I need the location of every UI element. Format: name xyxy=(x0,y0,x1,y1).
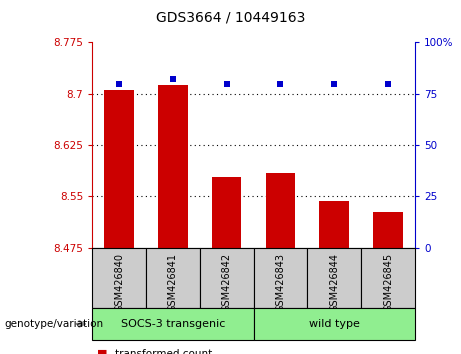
Bar xyxy=(307,248,361,308)
Bar xyxy=(146,248,200,308)
Bar xyxy=(200,248,254,308)
Bar xyxy=(373,212,403,248)
Bar xyxy=(104,90,134,248)
Text: genotype/variation: genotype/variation xyxy=(5,319,104,329)
Text: GSM426844: GSM426844 xyxy=(329,253,339,312)
Point xyxy=(223,81,230,86)
Point xyxy=(331,81,338,86)
Bar xyxy=(319,201,349,248)
Text: ■: ■ xyxy=(97,349,107,354)
Bar xyxy=(254,308,415,340)
Text: transformed count: transformed count xyxy=(115,349,213,354)
Bar xyxy=(254,248,307,308)
Text: GSM426843: GSM426843 xyxy=(275,253,285,312)
Point xyxy=(277,81,284,86)
Text: GSM426841: GSM426841 xyxy=(168,253,178,312)
Point xyxy=(384,81,392,86)
Bar xyxy=(92,308,254,340)
Text: GDS3664 / 10449163: GDS3664 / 10449163 xyxy=(156,11,305,25)
Point xyxy=(169,76,177,82)
Bar xyxy=(361,248,415,308)
Text: wild type: wild type xyxy=(309,319,360,329)
Text: SOCS-3 transgenic: SOCS-3 transgenic xyxy=(121,319,225,329)
Text: GSM426840: GSM426840 xyxy=(114,253,124,312)
Bar xyxy=(158,85,188,248)
Text: GSM426845: GSM426845 xyxy=(383,253,393,312)
Bar xyxy=(92,248,146,308)
Text: GSM426842: GSM426842 xyxy=(222,253,232,312)
Point xyxy=(115,81,123,86)
Bar xyxy=(266,172,295,248)
Bar xyxy=(212,177,242,248)
